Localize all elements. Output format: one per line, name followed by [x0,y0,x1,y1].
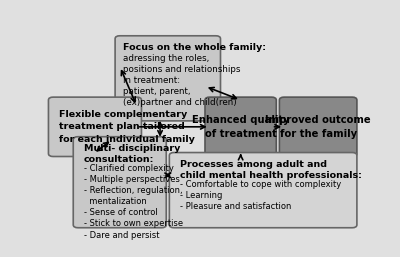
FancyBboxPatch shape [115,36,220,121]
Text: Processes among adult and
child mental health professionals:: Processes among adult and child mental h… [180,160,362,180]
FancyBboxPatch shape [48,97,142,157]
Text: Focus on the whole family:: Focus on the whole family: [123,43,266,52]
Text: Improved outcome
for the family: Improved outcome for the family [265,115,371,139]
Text: Enhanced quality
of treatment: Enhanced quality of treatment [192,115,290,139]
FancyBboxPatch shape [73,137,166,228]
FancyBboxPatch shape [169,153,357,228]
Text: Multi- disciplinary
consultation:: Multi- disciplinary consultation: [84,144,180,164]
FancyBboxPatch shape [205,97,276,157]
Text: - Clarified complexity
- Multiple perspectives
- Reflection, regulation,
  menta: - Clarified complexity - Multiple perspe… [84,164,183,240]
Text: adressing the roles,
positions and relationships
in treatment:
patient, parent,
: adressing the roles, positions and relat… [123,53,240,107]
FancyBboxPatch shape [279,97,357,157]
Text: - Comfortable to cope with complexity
- Learning
- Pleasure and satisfaction: - Comfortable to cope with complexity - … [180,180,342,211]
Text: Flexible complementary
treatment plan tailored
for each individual family: Flexible complementary treatment plan ta… [59,110,195,144]
